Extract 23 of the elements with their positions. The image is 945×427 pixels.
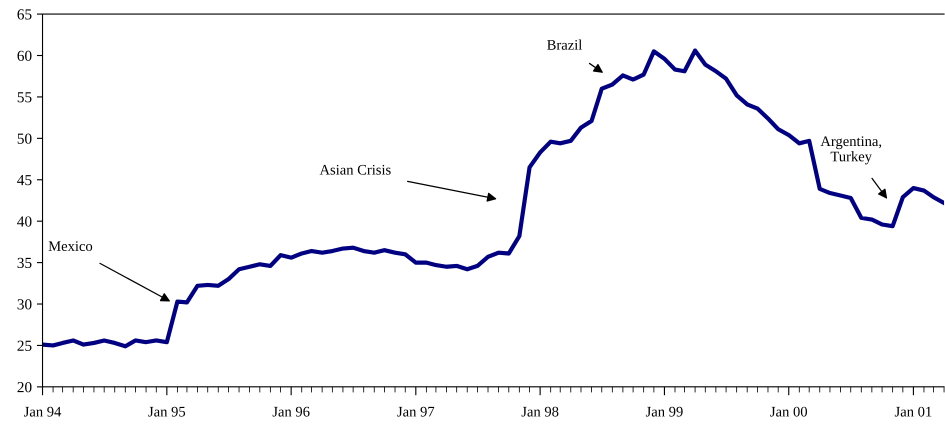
y-tick-label: 40 — [17, 216, 32, 227]
annotation: Asian Crisis — [320, 164, 391, 175]
y-tick-label: 20 — [18, 382, 32, 392]
x-tick-label: Jan 99 — [646, 406, 683, 417]
x-tick-label: Jan 00 — [770, 406, 808, 417]
y-tick-label: 55 — [18, 92, 32, 102]
line-series — [42, 48, 944, 348]
y-tick-label: 35 — [18, 258, 32, 268]
x-tick-label: Jan 01 — [894, 406, 932, 417]
annotation: Mexico — [48, 241, 92, 252]
y-tick-label: 30 — [18, 299, 32, 310]
x-tick-label: Jan 94 — [24, 406, 62, 417]
annotation: Argentina, Turkey — [820, 136, 882, 164]
y-tick-label: 25 — [18, 340, 32, 351]
annotation: Brazil — [547, 40, 582, 50]
y-tick-label: 60 — [17, 50, 32, 61]
x-tick-label: Jan 96 — [272, 406, 310, 417]
x-tick-label: Jan 95 — [148, 406, 186, 417]
y-tick-label: 65 — [17, 9, 32, 20]
x-tick-label: Jan 98 — [522, 406, 558, 417]
y-tick-label: 45 — [17, 175, 32, 186]
y-tick-label: 50 — [18, 133, 32, 144]
x-tick-label: Jan 97 — [397, 406, 434, 417]
